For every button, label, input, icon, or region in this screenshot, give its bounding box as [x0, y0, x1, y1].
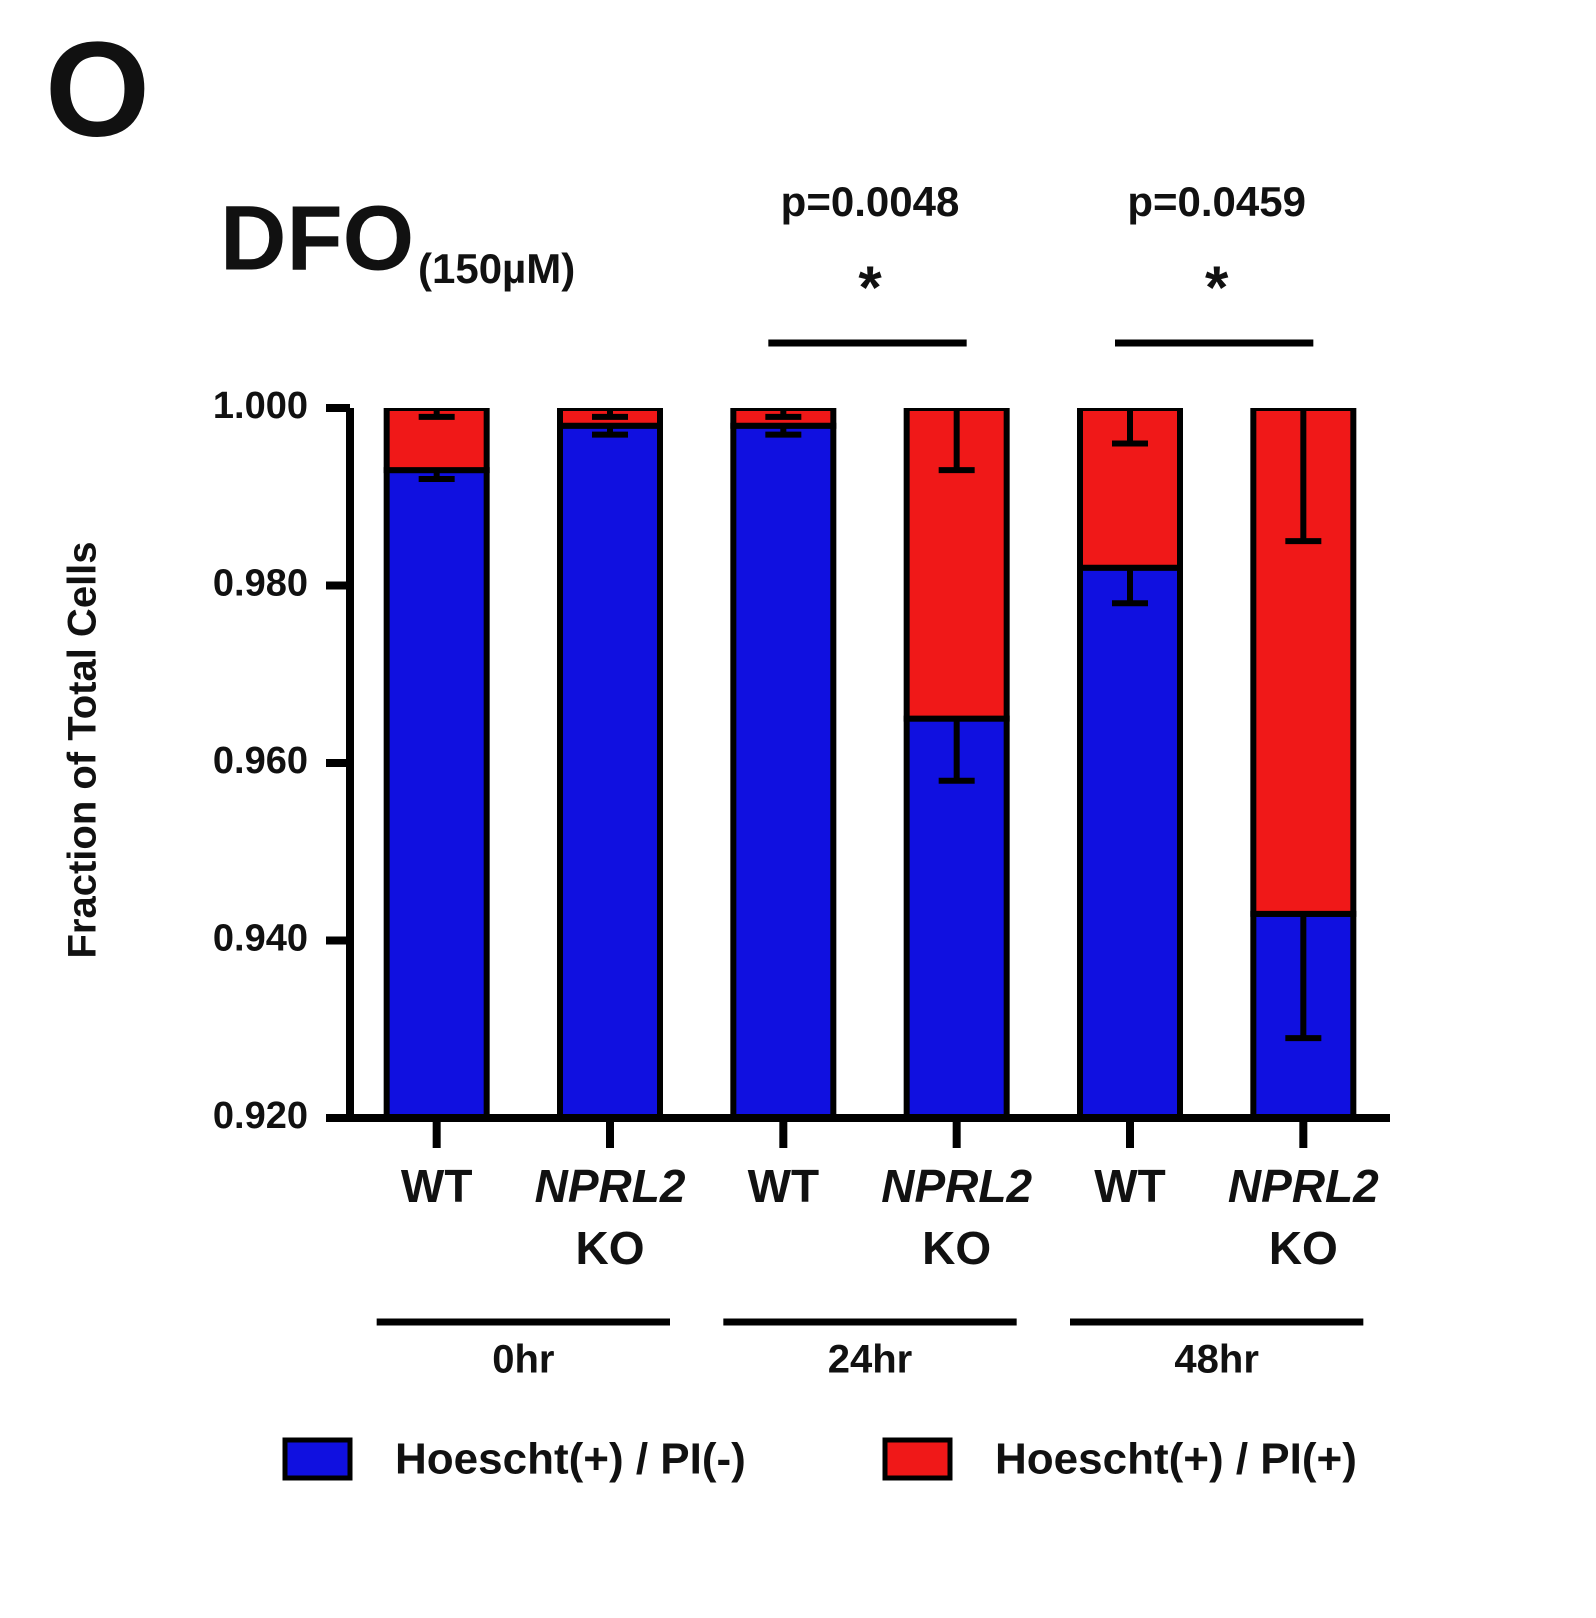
panel-label: O	[45, 14, 150, 165]
y-tick-label: 0.940	[213, 918, 308, 960]
x-tick-label: NPRL2 KO	[881, 1160, 1032, 1274]
legend-label: Hoescht(+) / PI(-)	[395, 1435, 746, 1484]
legend-swatch	[882, 1437, 953, 1481]
chart-title: DFO	[220, 187, 414, 289]
group-label: 0hr	[492, 1338, 554, 1382]
x-tick-label: WT	[1094, 1160, 1166, 1212]
y-tick-label: 0.960	[213, 740, 308, 782]
x-tick-label: WT	[401, 1160, 473, 1212]
x-tick-label: NPRL2 KO	[535, 1160, 686, 1274]
bar-segment	[730, 422, 837, 1118]
p-value: p=0.0459	[1127, 178, 1306, 225]
bars	[383, 408, 1357, 1118]
y-tick-label: 0.980	[213, 563, 308, 605]
chart-title-subscript: (150µM)	[418, 245, 575, 292]
x-tick-label: NPRL2 KO	[1228, 1160, 1379, 1274]
y-axis-label: Fraction of Total Cells	[61, 541, 105, 958]
bar-segment	[1077, 564, 1183, 1118]
group-label: 24hr	[828, 1338, 913, 1382]
significance-marker: *	[858, 254, 882, 321]
legend-label: Hoescht(+) / PI(+)	[995, 1435, 1357, 1484]
x-tick-label: WT	[748, 1160, 820, 1212]
bar-segment	[383, 467, 490, 1118]
legend-swatch	[282, 1437, 353, 1481]
y-tick-label: 1.000	[213, 385, 308, 427]
bar-segment	[557, 422, 663, 1118]
significance-marker: *	[1205, 254, 1229, 321]
p-value: p=0.0048	[781, 178, 960, 225]
bar-segment	[903, 715, 1010, 1118]
y-tick-label: 0.920	[213, 1095, 308, 1137]
group-label: 48hr	[1174, 1338, 1259, 1382]
